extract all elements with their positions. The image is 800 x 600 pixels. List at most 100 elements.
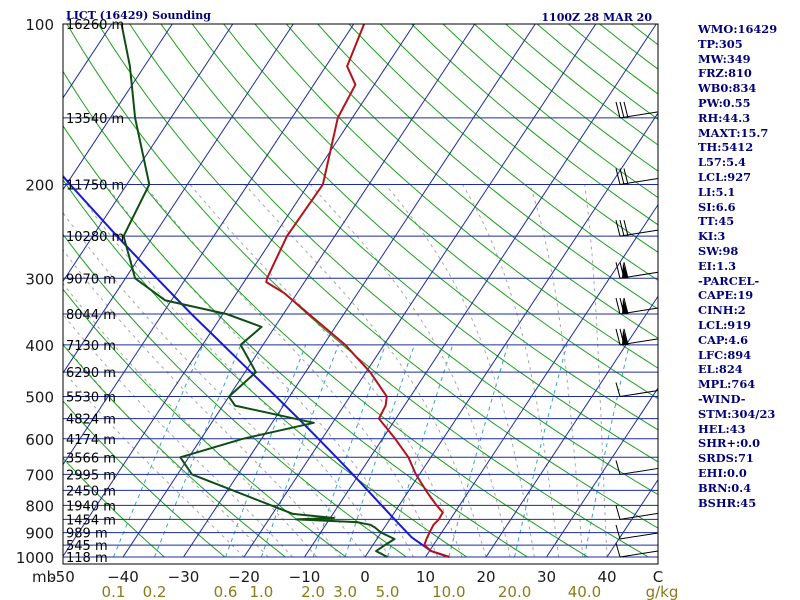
pressure-tick-900: 900: [25, 525, 54, 543]
index-31: BRN:0.4: [698, 480, 752, 495]
wind-barb-400: [615, 328, 659, 346]
mixing-ratio-label-3: 3.0: [333, 583, 357, 600]
mixing-ratio-label-2: 2.0: [301, 583, 325, 600]
index-12: SI:6.6: [698, 199, 736, 214]
isotherm--80: [63, 24, 234, 283]
isotherm-30: [546, 387, 658, 558]
isotherm--70: [63, 24, 294, 374]
index-21: CAP:4.6: [698, 332, 749, 347]
mixing-ratio-label-20: 20.0: [498, 583, 531, 600]
wind-barb-300: [615, 262, 659, 279]
index-3: FRZ:810: [698, 66, 752, 81]
index-9: L57:5.4: [698, 155, 746, 170]
parcel-trace: [63, 174, 450, 558]
height-label-700: 2995 m: [66, 468, 116, 483]
index-15: SW:98: [698, 243, 739, 258]
plot-border: [62, 23, 659, 565]
dewpoint-line: [120, 24, 396, 558]
height-label-950: 545 m: [66, 539, 108, 554]
mixing-ratio-label-10: 10.0: [432, 583, 465, 600]
pressure-tick-1000: 1000: [16, 549, 54, 567]
isotherm-10: [425, 203, 658, 558]
wind-barb-350: [615, 297, 659, 315]
parcel-line: [63, 174, 450, 558]
wind-barb-150: [615, 101, 659, 119]
wind-barb-500: [615, 382, 659, 398]
height-label-450: 6290 m: [66, 366, 116, 381]
mixing-ratio-label-0.1: 0.1: [102, 583, 126, 600]
height-label-500: 5530 m: [66, 391, 116, 406]
isotherm--40: [122, 24, 476, 558]
pressure-tick-600: 600: [25, 431, 54, 449]
pressure-tick-100: 100: [25, 16, 54, 34]
pressure-tick-300: 300: [25, 270, 54, 288]
index-23: EL:824: [698, 362, 743, 377]
index-24: MPL:764: [698, 377, 756, 392]
moist-adiabat-12: [143, 184, 439, 558]
index-22: LFC:894: [698, 347, 752, 362]
wind-barb-700: [615, 460, 659, 475]
height-label-100: 16260 m: [66, 18, 124, 33]
index-19: CINH:2: [698, 303, 746, 318]
height-label-250: 10280 m: [66, 230, 124, 245]
index-17: -PARCEL-: [698, 273, 760, 288]
isotherm--90: [63, 24, 173, 191]
mixing-ratio-label-1: 1.0: [249, 583, 273, 600]
temperature-tick-0: 0: [360, 568, 370, 586]
temperature-trace: [265, 24, 450, 558]
index-0: WMO:16429: [698, 22, 778, 36]
index-16: EI:1.3: [698, 258, 737, 273]
height-label-200: 11750 m: [66, 178, 124, 193]
index-30: EHI:0.0: [698, 465, 747, 480]
sounding-indices-panel: WMO:16429 TP:305 MW:349 FRZ:810 WB0:834 PW:0.…: [698, 22, 798, 510]
temperature-tick--40: −40: [107, 568, 139, 586]
index-18: CAPE:19: [698, 288, 754, 303]
moist-adiabat--4: [63, 249, 342, 558]
temperature-tick-10: 10: [416, 568, 435, 586]
height-label-1000: 118 m: [66, 551, 108, 566]
index-20: LCL:919: [698, 317, 752, 332]
chart-datetime: 1100Z 28 MAR 20: [541, 11, 652, 24]
index-2: MW:349: [698, 51, 751, 66]
mixing-ratio-label-0.2: 0.2: [143, 583, 167, 600]
isotherm--50: [63, 24, 415, 558]
index-25: -WIND-: [698, 391, 746, 406]
temperature-tick--20: −20: [228, 568, 260, 586]
height-label-400: 7130 m: [66, 339, 116, 354]
index-27: HEL:43: [698, 421, 746, 436]
temperature-line: [265, 24, 450, 558]
wind-barb-1000: [615, 542, 659, 558]
isotherm--60: [63, 24, 355, 466]
temperature-tick-40: 40: [597, 568, 616, 586]
pressure-unit-label: mb: [32, 568, 56, 586]
height-label-650: 3566 m: [66, 451, 116, 466]
temperature-tick-20: 20: [476, 568, 495, 586]
index-10: LCL:927: [698, 169, 752, 184]
dewpoint-trace: [120, 24, 396, 558]
index-11: LI:5.1: [698, 184, 736, 199]
index-32: BSHR:45: [698, 495, 757, 510]
temperature-tick--30: −30: [168, 568, 200, 586]
isotherms: [63, 24, 658, 558]
index-8: TH:5412: [698, 140, 754, 155]
height-label-150: 13540 m: [66, 112, 124, 127]
index-14: KI:3: [698, 229, 726, 244]
wind-barb-250: [615, 219, 659, 237]
temperature-tick--50: -50: [50, 568, 75, 586]
moist-adiabat-16: [189, 184, 463, 558]
pressure-tick-500: 500: [25, 389, 54, 407]
pressure-tick-200: 200: [25, 176, 54, 194]
pressure-tick-800: 800: [25, 497, 54, 515]
isotherm-0: [364, 112, 658, 558]
moist-adiabat-20: [244, 184, 487, 558]
height-label-550: 4824 m: [66, 413, 116, 428]
wind-barb-850: [615, 505, 659, 520]
temperature-tick-30: 30: [537, 568, 556, 586]
index-6: RH:44.3: [698, 110, 751, 125]
isotherm--30: [183, 24, 536, 558]
moist-adiabat-40: [584, 184, 608, 558]
wind-barb-200: [615, 168, 659, 185]
height-label-800: 1940 m: [66, 499, 116, 514]
chart-title: LICT (16429) Sounding: [66, 9, 211, 22]
